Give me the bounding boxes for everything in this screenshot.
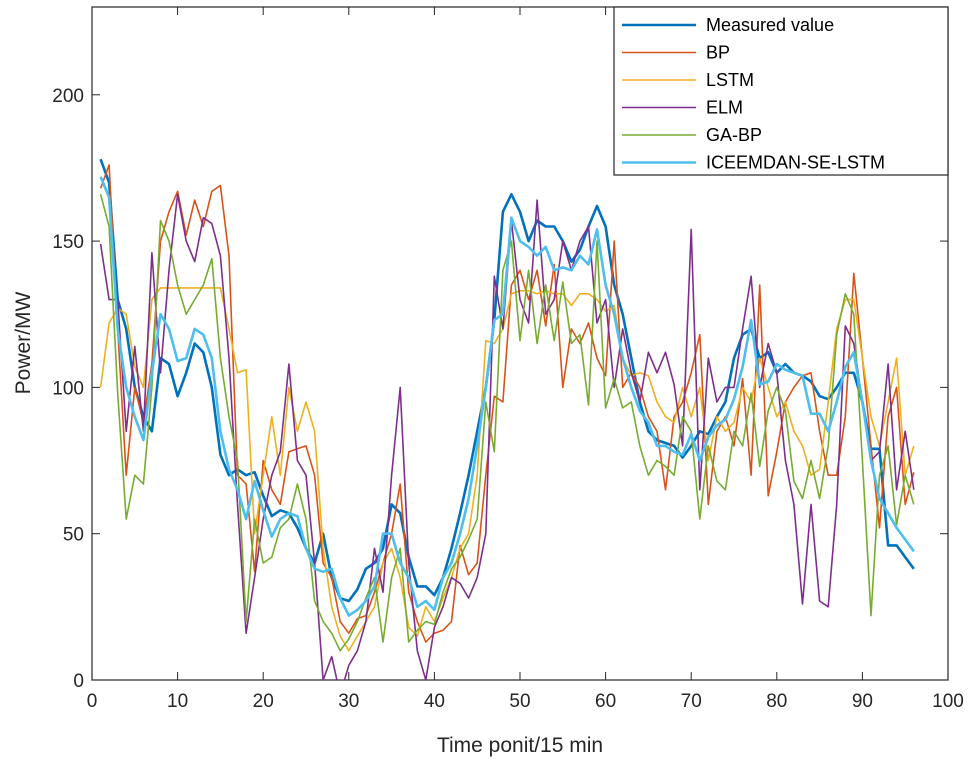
y-tick-label: 0	[73, 671, 84, 692]
y-tick-label: 50	[63, 525, 84, 546]
y-tick-label: 100	[52, 378, 84, 399]
series-line-lstm	[99, 287, 915, 652]
x-tick-label: 0	[87, 691, 98, 712]
series-line-iceemdan-se-lstm	[99, 176, 915, 617]
x-tick-label: 60	[595, 691, 616, 712]
y-tick-label: 150	[52, 232, 84, 253]
legend-label: GA-BP	[706, 125, 762, 145]
legend-label: ICEEMDAN-SE-LSTM	[706, 153, 885, 173]
y-tick-label: 200	[52, 86, 84, 107]
x-tick-label: 80	[766, 691, 787, 712]
y-axis-label: Power/MW	[12, 291, 35, 394]
x-tick-label: 100	[932, 691, 964, 712]
x-tick-label: 10	[167, 691, 188, 712]
x-tick-label: 20	[253, 691, 274, 712]
legend: Measured value BP LSTM ELM GA-BP ICEEMDAN-SE-…	[613, 6, 949, 176]
x-tick-label: 50	[509, 691, 530, 712]
x-axis-label: Time ponit/15 min	[437, 734, 603, 757]
legend-label: BP	[706, 43, 730, 63]
x-tick-label: 30	[338, 691, 359, 712]
legend-box	[613, 6, 949, 176]
x-tick-label: 40	[424, 691, 445, 712]
legend-label: LSTM	[706, 70, 754, 90]
x-tick-label: 90	[852, 691, 873, 712]
legend-label: ELM	[706, 98, 743, 118]
series-line-bp	[99, 164, 915, 643]
legend-label: Measured value	[706, 15, 834, 35]
x-tick-label: 70	[681, 691, 702, 712]
